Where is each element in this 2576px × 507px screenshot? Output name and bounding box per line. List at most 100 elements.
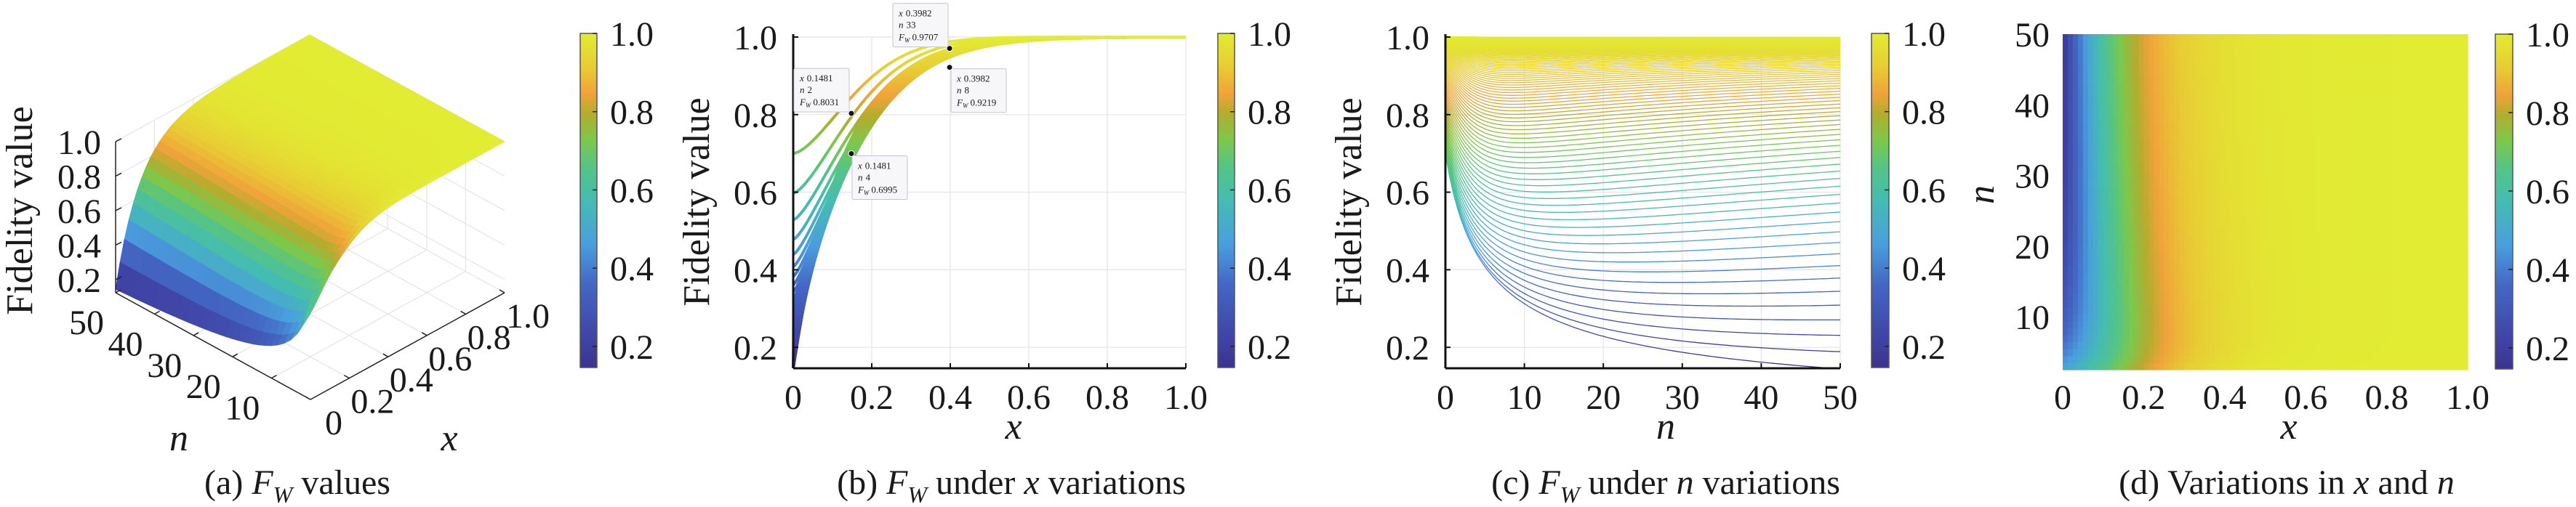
heatmap-cell bbox=[2290, 181, 2296, 189]
heatmap-cell bbox=[2326, 334, 2332, 343]
heatmap-cell bbox=[2108, 230, 2114, 238]
heatmap-cell bbox=[2082, 174, 2089, 182]
heatmap-cell bbox=[2063, 362, 2069, 370]
heatmap-cell bbox=[2154, 69, 2159, 77]
heatmap-cell bbox=[2275, 153, 2281, 161]
heatmap-cell bbox=[2229, 54, 2236, 63]
heatmap-cell bbox=[2331, 272, 2337, 280]
heatmap-cell bbox=[2316, 76, 2322, 84]
heatmap-cell bbox=[2311, 125, 2316, 133]
heatmap-cell bbox=[2386, 320, 2393, 328]
heatmap-cell bbox=[2250, 139, 2256, 147]
heatmap-cell bbox=[2067, 230, 2074, 238]
heatmap-cell bbox=[2118, 174, 2124, 182]
heatmap-cell bbox=[2194, 362, 2200, 370]
series-line-x bbox=[1445, 134, 1841, 245]
heatmap-cell bbox=[2396, 334, 2403, 343]
heatmap-cell bbox=[2285, 299, 2291, 307]
heatmap-cell bbox=[2184, 208, 2190, 216]
heatmap-cell bbox=[2103, 125, 2109, 133]
heatmap-cell bbox=[2098, 34, 2104, 42]
heatmap-cell bbox=[2366, 222, 2372, 231]
heatmap-cell bbox=[2219, 272, 2226, 280]
heatmap-cell bbox=[2164, 362, 2170, 370]
heatmap-cell bbox=[2128, 251, 2135, 259]
heatmap-cell bbox=[2108, 320, 2114, 328]
heatmap-cell bbox=[2204, 328, 2210, 336]
heatmap-cell bbox=[2306, 125, 2311, 133]
heatmap-cell bbox=[2148, 160, 2154, 168]
heatmap-cell bbox=[2391, 208, 2398, 216]
data-tip-marker[interactable] bbox=[848, 150, 855, 157]
heatmap-cell bbox=[2199, 272, 2205, 280]
heatmap-cell bbox=[2265, 104, 2271, 112]
heatmap-cell bbox=[2381, 54, 2388, 63]
heatmap-cell bbox=[2391, 83, 2398, 91]
heatmap-cell bbox=[2391, 202, 2398, 210]
heatmap-cell bbox=[2255, 90, 2261, 98]
heatmap-cell bbox=[2321, 166, 2327, 175]
heatmap-cell bbox=[2077, 285, 2084, 293]
heatmap-cell bbox=[2133, 341, 2140, 349]
heatmap-cell bbox=[2386, 83, 2393, 91]
heatmap-cell bbox=[2194, 299, 2200, 307]
heatmap-cell bbox=[2194, 202, 2200, 210]
heatmap-cell bbox=[2154, 104, 2159, 112]
heatmap-cell bbox=[2133, 243, 2140, 251]
heatmap-cell bbox=[2376, 314, 2383, 322]
heatmap-cell bbox=[2244, 293, 2251, 301]
heatmap-cell bbox=[2396, 118, 2403, 126]
heatmap-cell bbox=[2396, 216, 2403, 224]
heatmap-cell bbox=[2143, 104, 2149, 112]
data-tip-marker[interactable] bbox=[946, 45, 953, 52]
heatmap-cell bbox=[2179, 139, 2185, 147]
heatmap-cell bbox=[2194, 34, 2200, 42]
heatmap-cell bbox=[2285, 166, 2291, 175]
heatmap-cell bbox=[2340, 278, 2347, 287]
heatmap-cell bbox=[2265, 258, 2271, 266]
data-tip-marker[interactable] bbox=[848, 110, 855, 117]
heatmap-cell bbox=[2113, 362, 2119, 370]
heatmap-cell bbox=[2396, 62, 2403, 70]
heatmap-cell bbox=[2169, 146, 2175, 154]
heatmap-cell bbox=[2402, 349, 2408, 357]
heatmap-cell bbox=[2154, 264, 2159, 272]
heatmap-cell bbox=[2143, 181, 2149, 189]
heatmap-cell bbox=[2133, 216, 2140, 224]
heatmap-cell bbox=[2331, 118, 2337, 126]
heatmap-cell bbox=[2209, 195, 2215, 203]
heatmap-cell bbox=[2179, 97, 2185, 105]
heatmap-cell bbox=[2164, 334, 2170, 343]
surface bbox=[115, 34, 505, 346]
heatmap-cell bbox=[2255, 264, 2261, 272]
heatmap-cell bbox=[2199, 48, 2205, 56]
heatmap-cell bbox=[2351, 314, 2357, 322]
heatmap-cell bbox=[2386, 110, 2393, 119]
heatmap-cell bbox=[2072, 230, 2079, 238]
heatmap-cell bbox=[2179, 208, 2185, 216]
heatmap-cell bbox=[2275, 76, 2281, 84]
heatmap-cell bbox=[2396, 258, 2403, 266]
heatmap-cell bbox=[2118, 285, 2124, 293]
heatmap-cell bbox=[2290, 83, 2296, 91]
heatmap-cell bbox=[2128, 293, 2135, 301]
heatmap-cell bbox=[2204, 34, 2210, 42]
heatmap-cell bbox=[2077, 293, 2084, 301]
heatmap-cell bbox=[2335, 174, 2342, 182]
heatmap-cell bbox=[2326, 278, 2332, 287]
n-tick bbox=[193, 332, 199, 336]
heatmap-cell bbox=[2189, 166, 2195, 175]
heatmap-cell bbox=[2128, 146, 2135, 154]
data-tip-marker[interactable] bbox=[946, 64, 953, 71]
heatmap-cell bbox=[2148, 278, 2154, 287]
heatmap-cell bbox=[2204, 349, 2210, 357]
heatmap-cell bbox=[2138, 131, 2144, 139]
heatmap-cell bbox=[2103, 258, 2109, 266]
heatmap-cell bbox=[2179, 62, 2185, 70]
heatmap-cell bbox=[2199, 187, 2205, 195]
heatmap-cell bbox=[2239, 97, 2246, 105]
